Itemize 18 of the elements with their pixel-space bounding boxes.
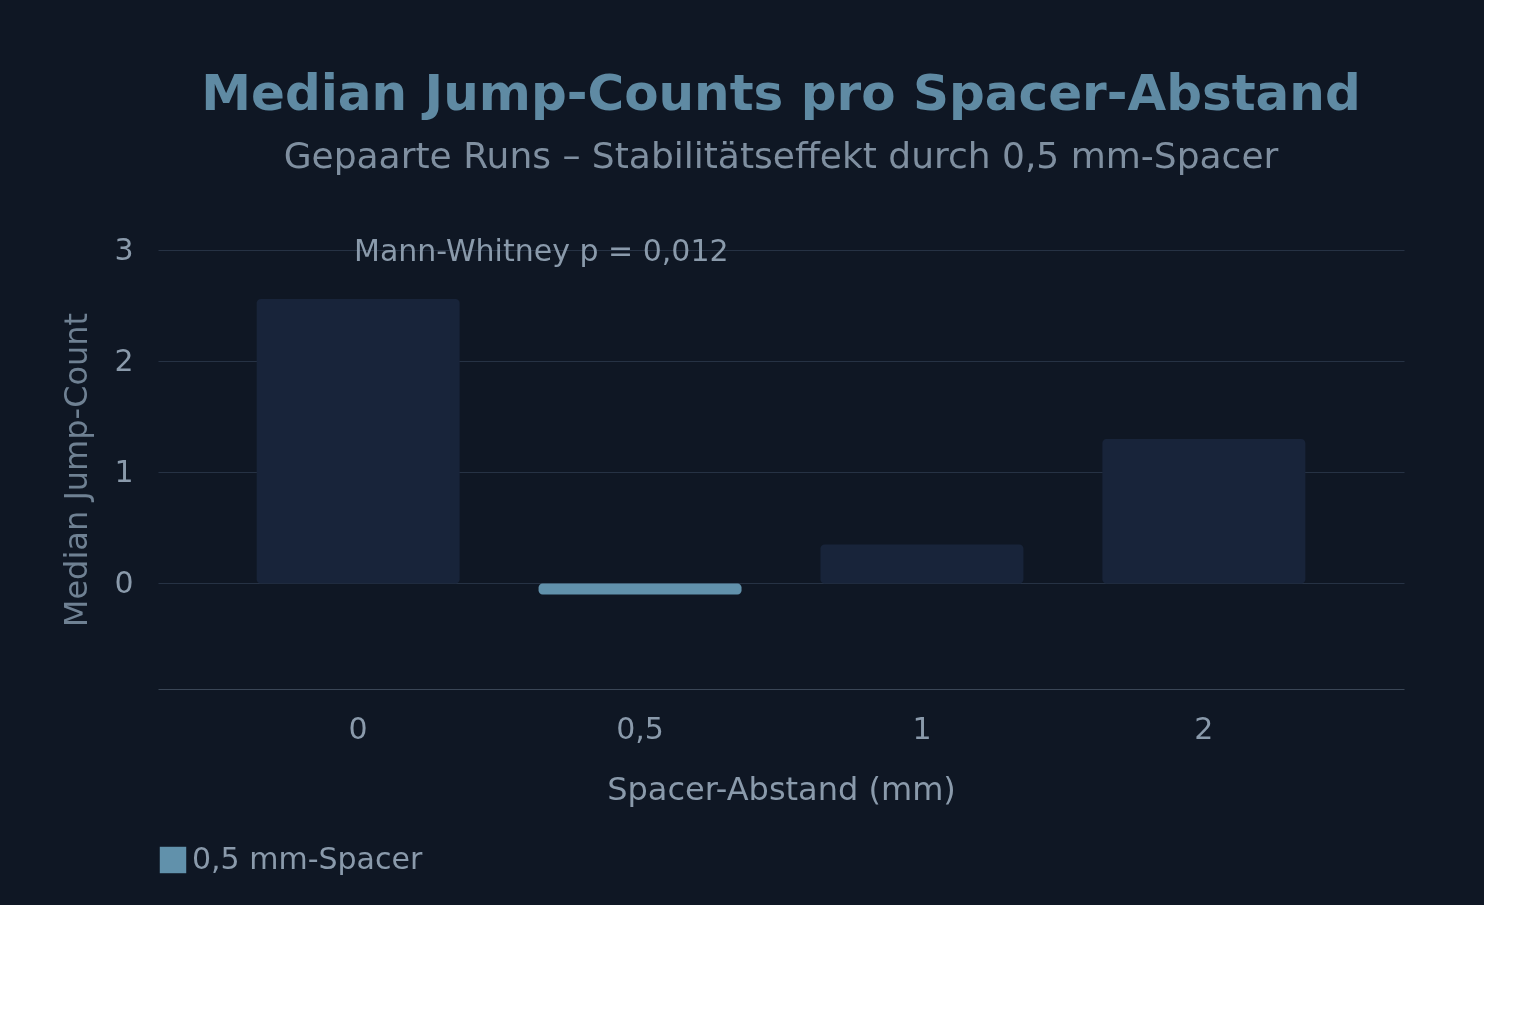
legend-label: 0,5 mm-Spacer — [192, 841, 423, 876]
chart-subtitle: Gepaarte Runs – Stabilitätseffekt durch 0,5 mm-Spacer — [283, 135, 1279, 176]
bar — [256, 298, 460, 584]
bar — [1102, 438, 1306, 584]
y-tick-label: 0 — [114, 564, 134, 600]
chart-title: Median Jump-Counts pro Spacer-Abstand — [201, 64, 1361, 122]
y-tick-label: 2 — [114, 342, 134, 378]
x-tick-label: 0,5 — [616, 710, 664, 746]
x-axis-title: Spacer-Abstand (mm) — [607, 769, 956, 808]
x-tick-label: 2 — [1194, 710, 1214, 746]
x-tick-label: 1 — [912, 710, 932, 746]
bar — [820, 544, 1024, 584]
y-axis-title: Median Jump-Count — [57, 312, 96, 628]
y-tick-label: 3 — [114, 231, 134, 267]
y-tick-label: 1 — [114, 453, 134, 489]
bar — [538, 583, 742, 595]
annotation: Mann-Whitney p = 0,012 — [354, 233, 729, 268]
x-tick-label: 0 — [348, 710, 368, 746]
